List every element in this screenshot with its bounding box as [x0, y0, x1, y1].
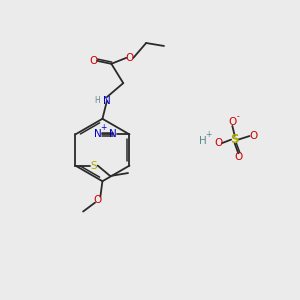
Text: S: S — [91, 160, 97, 171]
Text: H: H — [199, 136, 207, 146]
Text: N: N — [94, 129, 102, 140]
Text: O: O — [94, 195, 102, 205]
Text: O: O — [126, 53, 134, 63]
Text: O: O — [234, 152, 242, 162]
Text: +: + — [206, 130, 212, 139]
Text: O: O — [249, 131, 257, 141]
Text: N: N — [109, 129, 117, 140]
Text: O: O — [228, 117, 236, 128]
Text: O: O — [89, 56, 98, 66]
Text: S: S — [230, 133, 239, 146]
Text: -: - — [237, 112, 240, 121]
Text: N: N — [103, 96, 111, 106]
Text: +: + — [100, 123, 106, 132]
Text: O: O — [214, 138, 223, 148]
Text: H: H — [94, 96, 100, 105]
